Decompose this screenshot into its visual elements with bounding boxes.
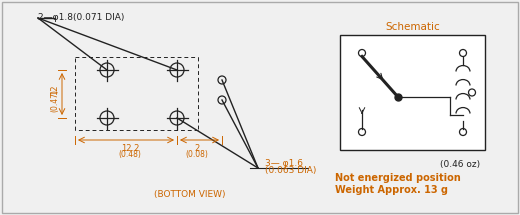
Text: (0.46 oz): (0.46 oz) xyxy=(440,161,480,169)
Text: 12: 12 xyxy=(50,85,59,95)
Text: (0.47): (0.47) xyxy=(50,89,59,112)
Text: Weight Approx. 13 g: Weight Approx. 13 g xyxy=(335,185,448,195)
Text: Schematic: Schematic xyxy=(385,22,440,32)
Text: (0.48): (0.48) xyxy=(119,150,141,159)
Text: 12.2: 12.2 xyxy=(121,144,139,153)
Text: 3— φ1.6: 3— φ1.6 xyxy=(265,158,303,167)
Text: (BOTTOM VIEW): (BOTTOM VIEW) xyxy=(154,190,226,200)
Bar xyxy=(340,35,485,150)
Text: (0.063 DIA): (0.063 DIA) xyxy=(265,166,316,175)
Text: 2: 2 xyxy=(194,144,200,153)
Text: (0.08): (0.08) xyxy=(186,150,209,159)
Text: 2—φ1.8(0.071 DIA): 2—φ1.8(0.071 DIA) xyxy=(38,13,124,22)
Text: Not energized position: Not energized position xyxy=(335,173,461,183)
